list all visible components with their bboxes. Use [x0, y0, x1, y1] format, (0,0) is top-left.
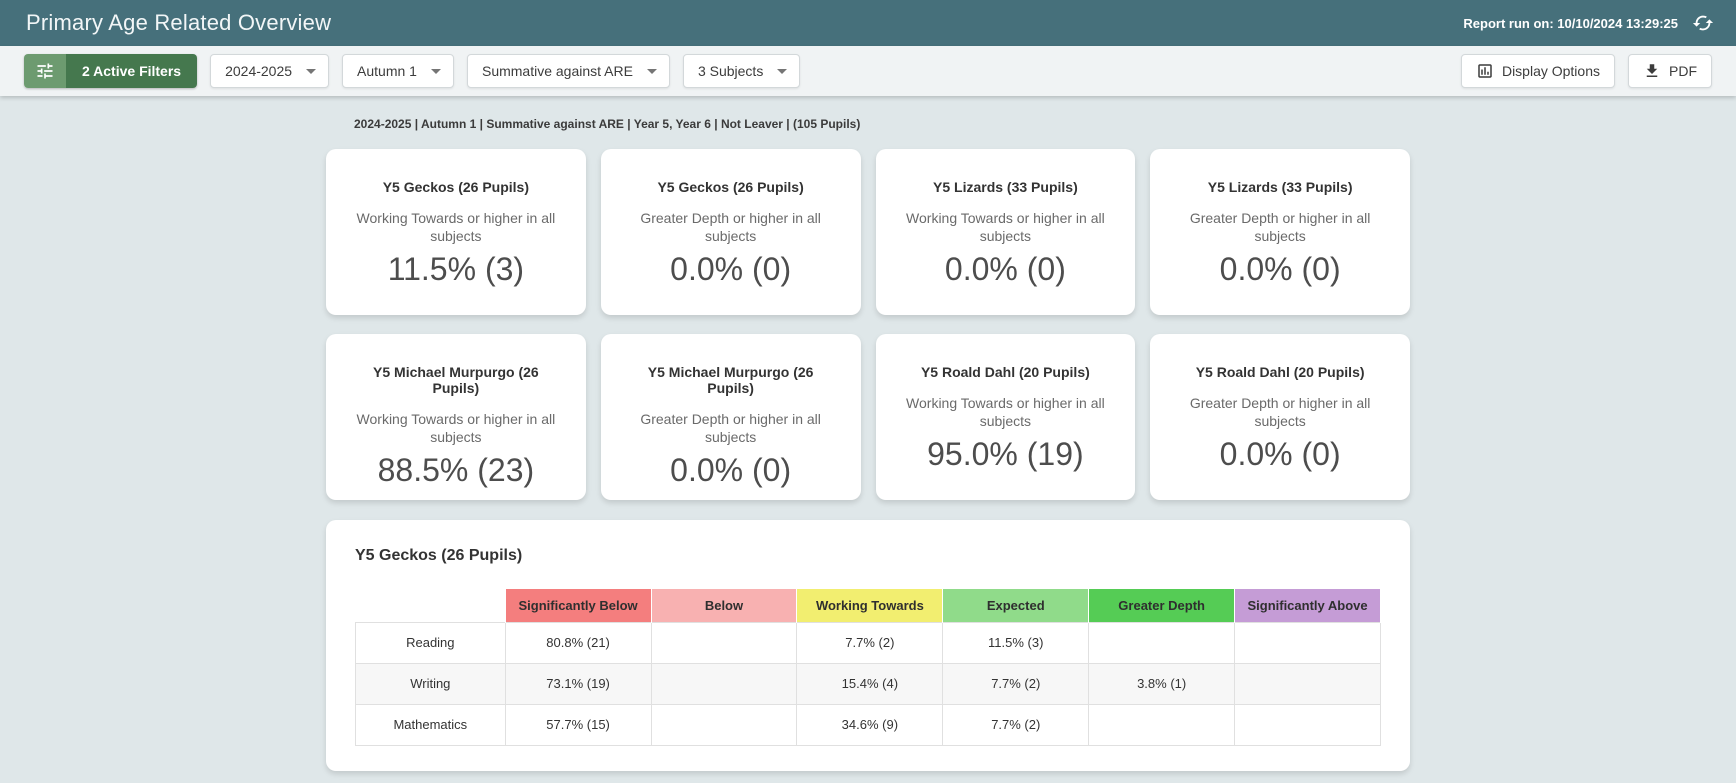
report-run-timestamp: Report run on: 10/10/2024 13:29:25: [1463, 15, 1678, 31]
value-cell: 57.7% (15): [504, 703, 652, 746]
active-filters-button[interactable]: 2 Active Filters: [24, 54, 198, 88]
value-cell: [1234, 621, 1381, 664]
table-row-writing: Writing 73.1% (19) 15.4% (4) 7.7% (2) 3.…: [355, 662, 1381, 705]
chevron-down-icon: [646, 68, 657, 74]
table-header-row: Significantly Below Below Working Toward…: [356, 589, 1381, 622]
app-header: Primary Age Related Overview Report run …: [0, 0, 1736, 46]
value-cell: 34.6% (9): [796, 703, 944, 746]
value-cell: [1088, 621, 1236, 664]
subject-cell: Mathematics: [355, 703, 506, 746]
value-cell: [1088, 703, 1236, 746]
column-header-below: Below: [650, 589, 798, 622]
value-cell: 73.1% (19): [504, 662, 652, 705]
table-title: Y5 Geckos (26 Pupils): [355, 547, 523, 564]
pdf-button[interactable]: PDF: [1628, 54, 1712, 88]
value-cell: 15.4% (4): [796, 662, 944, 705]
card-value: 0.0% (0): [944, 250, 1066, 287]
display-options-label: Display Options: [1501, 63, 1600, 79]
value-cell: [650, 621, 798, 664]
table-row-mathematics: Mathematics 57.7% (15) 34.6% (9) 7.7% (2…: [355, 703, 1381, 746]
display-options-button[interactable]: Display Options: [1460, 54, 1615, 88]
subject-cell: Reading: [355, 621, 506, 664]
card-title: Y5 Lizards (33 Pupils): [933, 179, 1078, 195]
card-measure: Working Towards or higher in all subject…: [906, 210, 1105, 244]
table-row-reading: Reading 80.8% (21) 7.7% (2) 11.5% (3): [355, 621, 1381, 664]
card-title: Y5 Michael Murpurgo (26 Pupils): [373, 364, 539, 396]
summary-cards-grid: Y5 Geckos (26 Pupils) Working Towards or…: [326, 149, 1410, 500]
card-value: 95.0% (19): [927, 435, 1084, 472]
card-value: 0.0% (0): [1219, 435, 1341, 472]
card-measure: Working Towards or higher in all subject…: [906, 395, 1105, 429]
dropdown-term[interactable]: Autumn 1: [342, 54, 454, 88]
value-cell: 7.7% (2): [942, 703, 1090, 746]
results-table: Significantly Below Below Working Toward…: [355, 589, 1381, 746]
chevron-down-icon: [777, 68, 788, 74]
summary-card: Y5 Geckos (26 Pupils) Greater Depth or h…: [600, 149, 861, 315]
subject-cell: Writing: [355, 662, 506, 705]
card-title: Y5 Lizards (33 Pupils): [1207, 179, 1353, 195]
summary-card: Y5 Lizards (33 Pupils) Working Towards o…: [875, 149, 1136, 315]
column-header-working-towards: Working Towards: [796, 589, 944, 622]
download-icon: [1646, 64, 1658, 77]
card-title: Y5 Geckos (26 Pupils): [657, 179, 804, 195]
dropdown-academic-year[interactable]: 2024-2025: [210, 54, 330, 88]
dropdown-term-value: Autumn 1: [357, 63, 417, 79]
value-cell: [650, 703, 798, 746]
column-header-greater-depth: Greater Depth: [1088, 589, 1236, 622]
dropdown-subjects-value: 3 Subjects: [697, 63, 764, 79]
card-title: Y5 Michael Murpurgo (26 Pupils): [647, 364, 814, 396]
dropdown-assessment-type[interactable]: Summative against ARE: [466, 54, 670, 88]
card-value: 0.0% (0): [670, 250, 792, 287]
corner-cell: [356, 589, 506, 622]
card-value: 0.0% (0): [670, 451, 792, 488]
value-cell: 7.7% (2): [942, 662, 1090, 705]
summary-card: Y5 Lizards (33 Pupils) Greater Depth or …: [1150, 149, 1410, 315]
card-measure: Working Towards or higher in all subject…: [356, 210, 556, 244]
card-measure: Greater Depth or higher in all subjects: [640, 411, 821, 445]
value-cell: [1234, 662, 1381, 705]
filter-toolbar: 2 Active Filters 2024-2025 Autumn 1 Summ…: [0, 46, 1736, 96]
card-title: Y5 Roald Dahl (20 Pupils): [920, 364, 1090, 380]
bar-chart-icon: [1478, 64, 1492, 78]
column-header-significantly-below: Significantly Below: [504, 589, 652, 622]
card-value: 0.0% (0): [1219, 250, 1341, 287]
card-value: 11.5% (3): [387, 250, 525, 287]
card-title: Y5 Geckos (26 Pupils): [382, 179, 530, 195]
summary-card: Y5 Roald Dahl (20 Pupils) Greater Depth …: [1150, 334, 1410, 500]
value-cell: 3.8% (1): [1088, 662, 1236, 705]
value-cell: [1234, 703, 1381, 746]
card-measure: Working Towards or higher in all subject…: [356, 411, 556, 445]
summary-card: Y5 Geckos (26 Pupils) Working Towards or…: [326, 149, 586, 315]
value-cell: 11.5% (3): [942, 621, 1090, 664]
card-measure: Greater Depth or higher in all subjects: [1189, 395, 1371, 429]
pdf-label: PDF: [1669, 63, 1697, 79]
dropdown-academic-year-value: 2024-2025: [225, 63, 293, 79]
toolbar-left: 2 Active Filters 2024-2025 Autumn 1 Summ…: [24, 54, 801, 88]
chevron-down-icon: [306, 68, 317, 74]
dropdown-subjects[interactable]: 3 Subjects: [682, 54, 801, 88]
card-value: 88.5% (23): [377, 451, 535, 488]
filter-summary: 2024-2025 | Autumn 1 | Summative against…: [354, 117, 861, 131]
card-measure: Greater Depth or higher in all subjects: [640, 210, 821, 244]
dropdown-assessment-type-value: Summative against ARE: [481, 63, 633, 79]
value-cell: 80.8% (21): [504, 621, 652, 664]
summary-card: Y5 Michael Murpurgo (26 Pupils) Greater …: [600, 334, 861, 500]
card-measure: Greater Depth or higher in all subjects: [1189, 210, 1371, 244]
column-header-expected: Expected: [942, 589, 1090, 622]
toolbar-right: Display Options PDF: [1460, 54, 1712, 88]
value-cell: [650, 662, 798, 705]
active-filters-label: 2 Active Filters: [66, 54, 198, 88]
class-results-card: Y5 Geckos (26 Pupils) Significantly Belo…: [326, 520, 1410, 771]
column-header-significantly-above: Significantly Above: [1234, 589, 1381, 622]
refresh-icon[interactable]: [1690, 10, 1716, 36]
page-title: Primary Age Related Overview: [26, 10, 332, 35]
chevron-down-icon: [430, 68, 441, 74]
summary-card: Y5 Michael Murpurgo (26 Pupils) Working …: [326, 334, 586, 500]
main-content: 2024-2025 | Autumn 1 | Summative against…: [326, 96, 1410, 771]
card-title: Y5 Roald Dahl (20 Pupils): [1195, 364, 1365, 380]
header-right: Report run on: 10/10/2024 13:29:25: [1463, 10, 1716, 36]
summary-card: Y5 Roald Dahl (20 Pupils) Working Toward…: [875, 334, 1136, 500]
tune-icon: [24, 54, 66, 88]
value-cell: 7.7% (2): [796, 621, 944, 664]
